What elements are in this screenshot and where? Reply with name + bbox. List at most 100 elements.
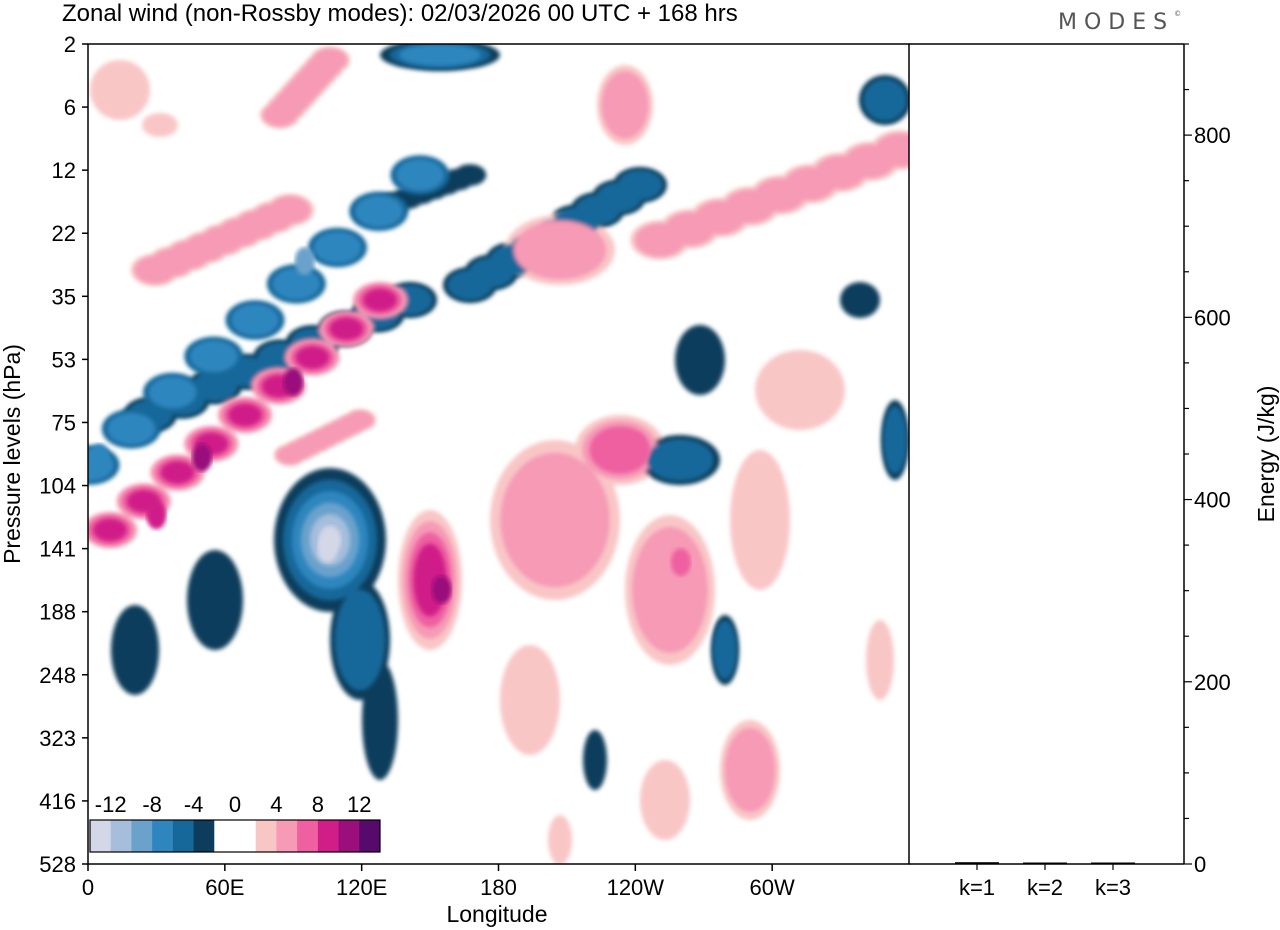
data-feature	[317, 534, 338, 563]
colorbar-swatch	[297, 820, 319, 852]
pressure-tick-label: 53	[52, 347, 76, 372]
longitude-tick-label: 0	[82, 875, 94, 900]
data-feature-group	[89, 247, 691, 604]
colorbar-swatch	[359, 820, 381, 852]
contour-patch	[334, 589, 386, 691]
colorbar-label: -12	[95, 792, 127, 817]
colorbar-swatch	[131, 820, 153, 852]
longitude-axis-ticks: 0 60E 120E 180 120W 60W	[82, 864, 795, 900]
contour-patch	[107, 412, 156, 445]
energy-category-label: k=1	[959, 875, 995, 900]
pressure-tick-label: 6	[64, 95, 76, 120]
contour-patch	[646, 439, 714, 481]
longitude-tick-label: 120W	[607, 875, 665, 900]
colorbar-swatch	[90, 820, 112, 852]
data-feature	[294, 247, 315, 276]
energy-bar	[1023, 862, 1067, 864]
contour-patch	[346, 410, 374, 430]
energy-axis-ticks: 0 200 400 600 800	[1184, 43, 1231, 877]
colorbar-label: 0	[229, 792, 241, 817]
longitude-tick-label: 180	[480, 875, 517, 900]
contour-patch	[192, 371, 238, 402]
y-axis-label: Pressure levels (hPa)	[0, 344, 25, 564]
contour-patch	[453, 164, 487, 186]
contour-patch	[269, 196, 311, 224]
pressure-tick-label: 2	[64, 32, 76, 57]
pressure-axis-ticks: 2 6 12 22 35 53 75 104 141 188 248 323 416 528	[39, 32, 88, 877]
colorbar-swatch	[110, 820, 132, 852]
colorbar-swatch	[193, 820, 215, 852]
pressure-tick-label: 528	[39, 852, 76, 877]
energy-category-label: k=3	[1095, 875, 1131, 900]
energy-bar	[1091, 862, 1135, 864]
contour-patch	[583, 730, 607, 790]
data-feature	[89, 443, 110, 472]
colorbar-swatch	[172, 820, 195, 852]
contour-patch	[399, 44, 481, 66]
contour-patch	[500, 645, 560, 755]
contour-patch	[713, 620, 737, 680]
contour-patch	[863, 79, 907, 121]
contour-patch	[295, 346, 330, 369]
data-feature	[146, 501, 167, 530]
longitude-tick-label: 120E	[336, 875, 387, 900]
contour-patch	[354, 195, 403, 228]
pressure-tick-label: 323	[39, 726, 76, 751]
energy-tick-label: 0	[1194, 852, 1206, 877]
contour-patch	[640, 760, 690, 840]
colorbar-label: 8	[312, 792, 324, 817]
energy-bars: k=1 k=2 k=3	[955, 862, 1135, 900]
modes-logo: MODES©	[1058, 10, 1181, 35]
contour-patch	[875, 133, 909, 167]
contour-patch	[313, 231, 362, 264]
pressure-tick-label: 75	[52, 410, 76, 435]
colorbar-swatch	[317, 820, 340, 852]
contour-patch	[363, 288, 397, 312]
contour-patch	[755, 350, 845, 430]
brand-text: MODES	[1058, 10, 1175, 35]
pressure-tick-label: 141	[39, 537, 76, 562]
data-feature	[283, 367, 304, 396]
pressure-tick-label: 35	[52, 284, 76, 309]
contour-patch	[396, 159, 444, 191]
contour-patch	[142, 113, 178, 137]
contour-patch	[329, 317, 364, 340]
colorbar-swatch	[255, 820, 277, 852]
pressure-tick-label: 22	[52, 221, 76, 246]
contour-patch	[362, 660, 398, 780]
colorbar-label: 4	[270, 792, 282, 817]
colorbar-label: 12	[347, 792, 371, 817]
contour-patch	[513, 220, 607, 280]
contour-patch	[866, 620, 894, 700]
data-feature	[192, 443, 212, 472]
energy-category-label: k=2	[1027, 875, 1063, 900]
x-axis-label: Longitude	[446, 901, 547, 927]
pressure-tick-label: 416	[39, 789, 76, 814]
energy-tick-label: 400	[1194, 488, 1231, 513]
data-feature	[431, 575, 452, 604]
contour-patch	[90, 60, 150, 120]
contour-patch	[313, 48, 347, 72]
colorbar-swatch	[276, 820, 298, 852]
contour-patch	[500, 452, 610, 588]
contour-patch	[724, 728, 776, 812]
contour-patch	[883, 406, 907, 474]
colorbar: -12 -8 -4 0 4 8 12	[89, 792, 381, 853]
contour-patch	[228, 403, 262, 427]
energy-tick-label: 600	[1194, 305, 1231, 330]
energy-bar	[955, 862, 999, 864]
colorbar-swatch	[235, 820, 257, 852]
colorbar-swatch	[338, 820, 360, 852]
contour-patch	[675, 325, 725, 395]
contour-patch	[548, 815, 572, 864]
colorbar-swatch	[152, 820, 174, 852]
brand-mark: ©	[1174, 10, 1182, 18]
contour-patch	[187, 550, 243, 650]
contour-patch	[231, 304, 279, 336]
heatmap-field	[88, 44, 909, 864]
data-feature	[670, 548, 691, 577]
pressure-tick-label: 104	[39, 474, 76, 499]
chart-title: Zonal wind (non-Rossby modes): 02/03/202…	[62, 0, 738, 27]
longitude-tick-label: 60W	[750, 875, 795, 900]
